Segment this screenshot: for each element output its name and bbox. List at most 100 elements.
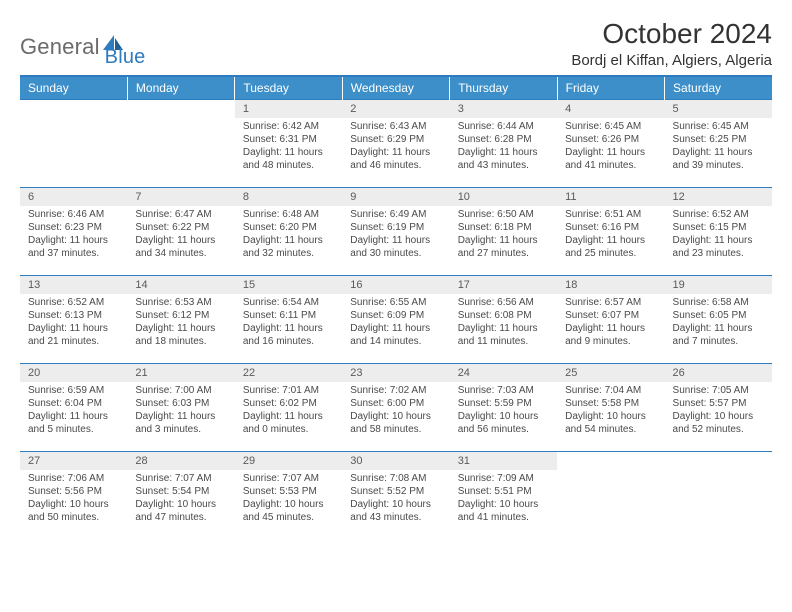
daylight-line: Daylight: 11 hours and 7 minutes.: [673, 322, 764, 348]
calendar-cell: 30Sunrise: 7:08 AMSunset: 5:52 PMDayligh…: [342, 452, 449, 540]
daylight-line: Daylight: 11 hours and 43 minutes.: [458, 146, 549, 172]
day-number: 15: [235, 276, 342, 294]
calendar-cell: [665, 452, 772, 540]
day-number: 16: [342, 276, 449, 294]
day-details: Sunrise: 6:59 AMSunset: 6:04 PMDaylight:…: [20, 382, 127, 440]
weekday-header-row: SundayMondayTuesdayWednesdayThursdayFrid…: [20, 76, 772, 100]
calendar-cell: 4Sunrise: 6:45 AMSunset: 6:26 PMDaylight…: [557, 100, 664, 188]
day-details: Sunrise: 6:49 AMSunset: 6:19 PMDaylight:…: [342, 206, 449, 264]
sunset-line: Sunset: 6:09 PM: [350, 309, 441, 322]
sunset-line: Sunset: 5:54 PM: [135, 485, 226, 498]
day-number: 28: [127, 452, 234, 470]
day-details: Sunrise: 6:45 AMSunset: 6:25 PMDaylight:…: [665, 118, 772, 176]
sunset-line: Sunset: 6:08 PM: [458, 309, 549, 322]
daylight-line: Daylight: 11 hours and 11 minutes.: [458, 322, 549, 348]
day-details: Sunrise: 7:03 AMSunset: 5:59 PMDaylight:…: [450, 382, 557, 440]
daylight-line: Daylight: 11 hours and 25 minutes.: [565, 234, 656, 260]
calendar-cell: [20, 100, 127, 188]
calendar-cell: [557, 452, 664, 540]
day-number: 3: [450, 100, 557, 118]
sunrise-line: Sunrise: 6:52 AM: [28, 296, 119, 309]
day-details: Sunrise: 6:42 AMSunset: 6:31 PMDaylight:…: [235, 118, 342, 176]
sunrise-line: Sunrise: 7:00 AM: [135, 384, 226, 397]
calendar-week-row: 1Sunrise: 6:42 AMSunset: 6:31 PMDaylight…: [20, 100, 772, 188]
daylight-line: Daylight: 11 hours and 3 minutes.: [135, 410, 226, 436]
day-details: Sunrise: 6:45 AMSunset: 6:26 PMDaylight:…: [557, 118, 664, 176]
day-details: Sunrise: 6:53 AMSunset: 6:12 PMDaylight:…: [127, 294, 234, 352]
calendar-cell: 29Sunrise: 7:07 AMSunset: 5:53 PMDayligh…: [235, 452, 342, 540]
day-details: Sunrise: 6:55 AMSunset: 6:09 PMDaylight:…: [342, 294, 449, 352]
sunrise-line: Sunrise: 6:59 AM: [28, 384, 119, 397]
sunset-line: Sunset: 5:59 PM: [458, 397, 549, 410]
daylight-line: Daylight: 11 hours and 39 minutes.: [673, 146, 764, 172]
day-number: 13: [20, 276, 127, 294]
calendar-cell: 15Sunrise: 6:54 AMSunset: 6:11 PMDayligh…: [235, 276, 342, 364]
day-number: 8: [235, 188, 342, 206]
calendar-cell: 14Sunrise: 6:53 AMSunset: 6:12 PMDayligh…: [127, 276, 234, 364]
calendar-cell: 26Sunrise: 7:05 AMSunset: 5:57 PMDayligh…: [665, 364, 772, 452]
calendar-cell: 31Sunrise: 7:09 AMSunset: 5:51 PMDayligh…: [450, 452, 557, 540]
location: Bordj el Kiffan, Algiers, Algeria: [571, 52, 772, 69]
sunset-line: Sunset: 6:05 PM: [673, 309, 764, 322]
daylight-line: Daylight: 11 hours and 16 minutes.: [243, 322, 334, 348]
calendar-cell: 11Sunrise: 6:51 AMSunset: 6:16 PMDayligh…: [557, 188, 664, 276]
day-number: 21: [127, 364, 234, 382]
calendar-cell: 28Sunrise: 7:07 AMSunset: 5:54 PMDayligh…: [127, 452, 234, 540]
sunrise-line: Sunrise: 7:02 AM: [350, 384, 441, 397]
day-number: 19: [665, 276, 772, 294]
sunrise-line: Sunrise: 6:54 AM: [243, 296, 334, 309]
day-details: Sunrise: 7:05 AMSunset: 5:57 PMDaylight:…: [665, 382, 772, 440]
sunset-line: Sunset: 6:19 PM: [350, 221, 441, 234]
day-number: 30: [342, 452, 449, 470]
day-number: 11: [557, 188, 664, 206]
sunrise-line: Sunrise: 6:49 AM: [350, 208, 441, 221]
day-number: 14: [127, 276, 234, 294]
day-details: Sunrise: 7:09 AMSunset: 5:51 PMDaylight:…: [450, 470, 557, 528]
day-details: Sunrise: 6:56 AMSunset: 6:08 PMDaylight:…: [450, 294, 557, 352]
daylight-line: Daylight: 11 hours and 9 minutes.: [565, 322, 656, 348]
sunrise-line: Sunrise: 7:07 AM: [243, 472, 334, 485]
day-number: 27: [20, 452, 127, 470]
sunset-line: Sunset: 6:25 PM: [673, 133, 764, 146]
calendar-cell: [127, 100, 234, 188]
day-details: Sunrise: 7:08 AMSunset: 5:52 PMDaylight:…: [342, 470, 449, 528]
day-number: [127, 100, 234, 104]
day-details: Sunrise: 7:07 AMSunset: 5:53 PMDaylight:…: [235, 470, 342, 528]
day-details: Sunrise: 6:51 AMSunset: 6:16 PMDaylight:…: [557, 206, 664, 264]
sunrise-line: Sunrise: 6:56 AM: [458, 296, 549, 309]
day-details: Sunrise: 6:57 AMSunset: 6:07 PMDaylight:…: [557, 294, 664, 352]
calendar-cell: 16Sunrise: 6:55 AMSunset: 6:09 PMDayligh…: [342, 276, 449, 364]
calendar-week-row: 13Sunrise: 6:52 AMSunset: 6:13 PMDayligh…: [20, 276, 772, 364]
calendar-cell: 17Sunrise: 6:56 AMSunset: 6:08 PMDayligh…: [450, 276, 557, 364]
sunset-line: Sunset: 5:52 PM: [350, 485, 441, 498]
day-details: Sunrise: 7:06 AMSunset: 5:56 PMDaylight:…: [20, 470, 127, 528]
sunset-line: Sunset: 6:18 PM: [458, 221, 549, 234]
daylight-line: Daylight: 11 hours and 48 minutes.: [243, 146, 334, 172]
daylight-line: Daylight: 10 hours and 50 minutes.: [28, 498, 119, 524]
day-number: 23: [342, 364, 449, 382]
sunrise-line: Sunrise: 7:09 AM: [458, 472, 549, 485]
sunrise-line: Sunrise: 6:55 AM: [350, 296, 441, 309]
day-details: Sunrise: 7:02 AMSunset: 6:00 PMDaylight:…: [342, 382, 449, 440]
sunset-line: Sunset: 6:22 PM: [135, 221, 226, 234]
calendar-cell: 21 Sunrise: 7:00 AMSunset: 6:03 PMDayligh…: [127, 364, 234, 452]
sunrise-line: Sunrise: 6:52 AM: [673, 208, 764, 221]
weekday-header: Monday: [127, 76, 234, 100]
daylight-line: Daylight: 11 hours and 0 minutes.: [243, 410, 334, 436]
daylight-line: Daylight: 11 hours and 5 minutes.: [28, 410, 119, 436]
logo: General Blue: [20, 18, 146, 69]
weekday-header: Sunday: [20, 76, 127, 100]
sunrise-line: Sunrise: 6:46 AM: [28, 208, 119, 221]
daylight-line: Daylight: 11 hours and 27 minutes.: [458, 234, 549, 260]
day-details: Sunrise: 6:44 AMSunset: 6:28 PMDaylight:…: [450, 118, 557, 176]
calendar-cell: 12Sunrise: 6:52 AMSunset: 6:15 PMDayligh…: [665, 188, 772, 276]
sunset-line: Sunset: 6:07 PM: [565, 309, 656, 322]
sunset-line: Sunset: 6:26 PM: [565, 133, 656, 146]
daylight-line: Daylight: 11 hours and 21 minutes.: [28, 322, 119, 348]
weekday-header: Saturday: [665, 76, 772, 100]
daylight-line: Daylight: 10 hours and 45 minutes.: [243, 498, 334, 524]
sunrise-line: Sunrise: 6:45 AM: [565, 120, 656, 133]
sunset-line: Sunset: 6:00 PM: [350, 397, 441, 410]
sunset-line: Sunset: 6:03 PM: [135, 397, 226, 410]
sunrise-line: Sunrise: 6:50 AM: [458, 208, 549, 221]
